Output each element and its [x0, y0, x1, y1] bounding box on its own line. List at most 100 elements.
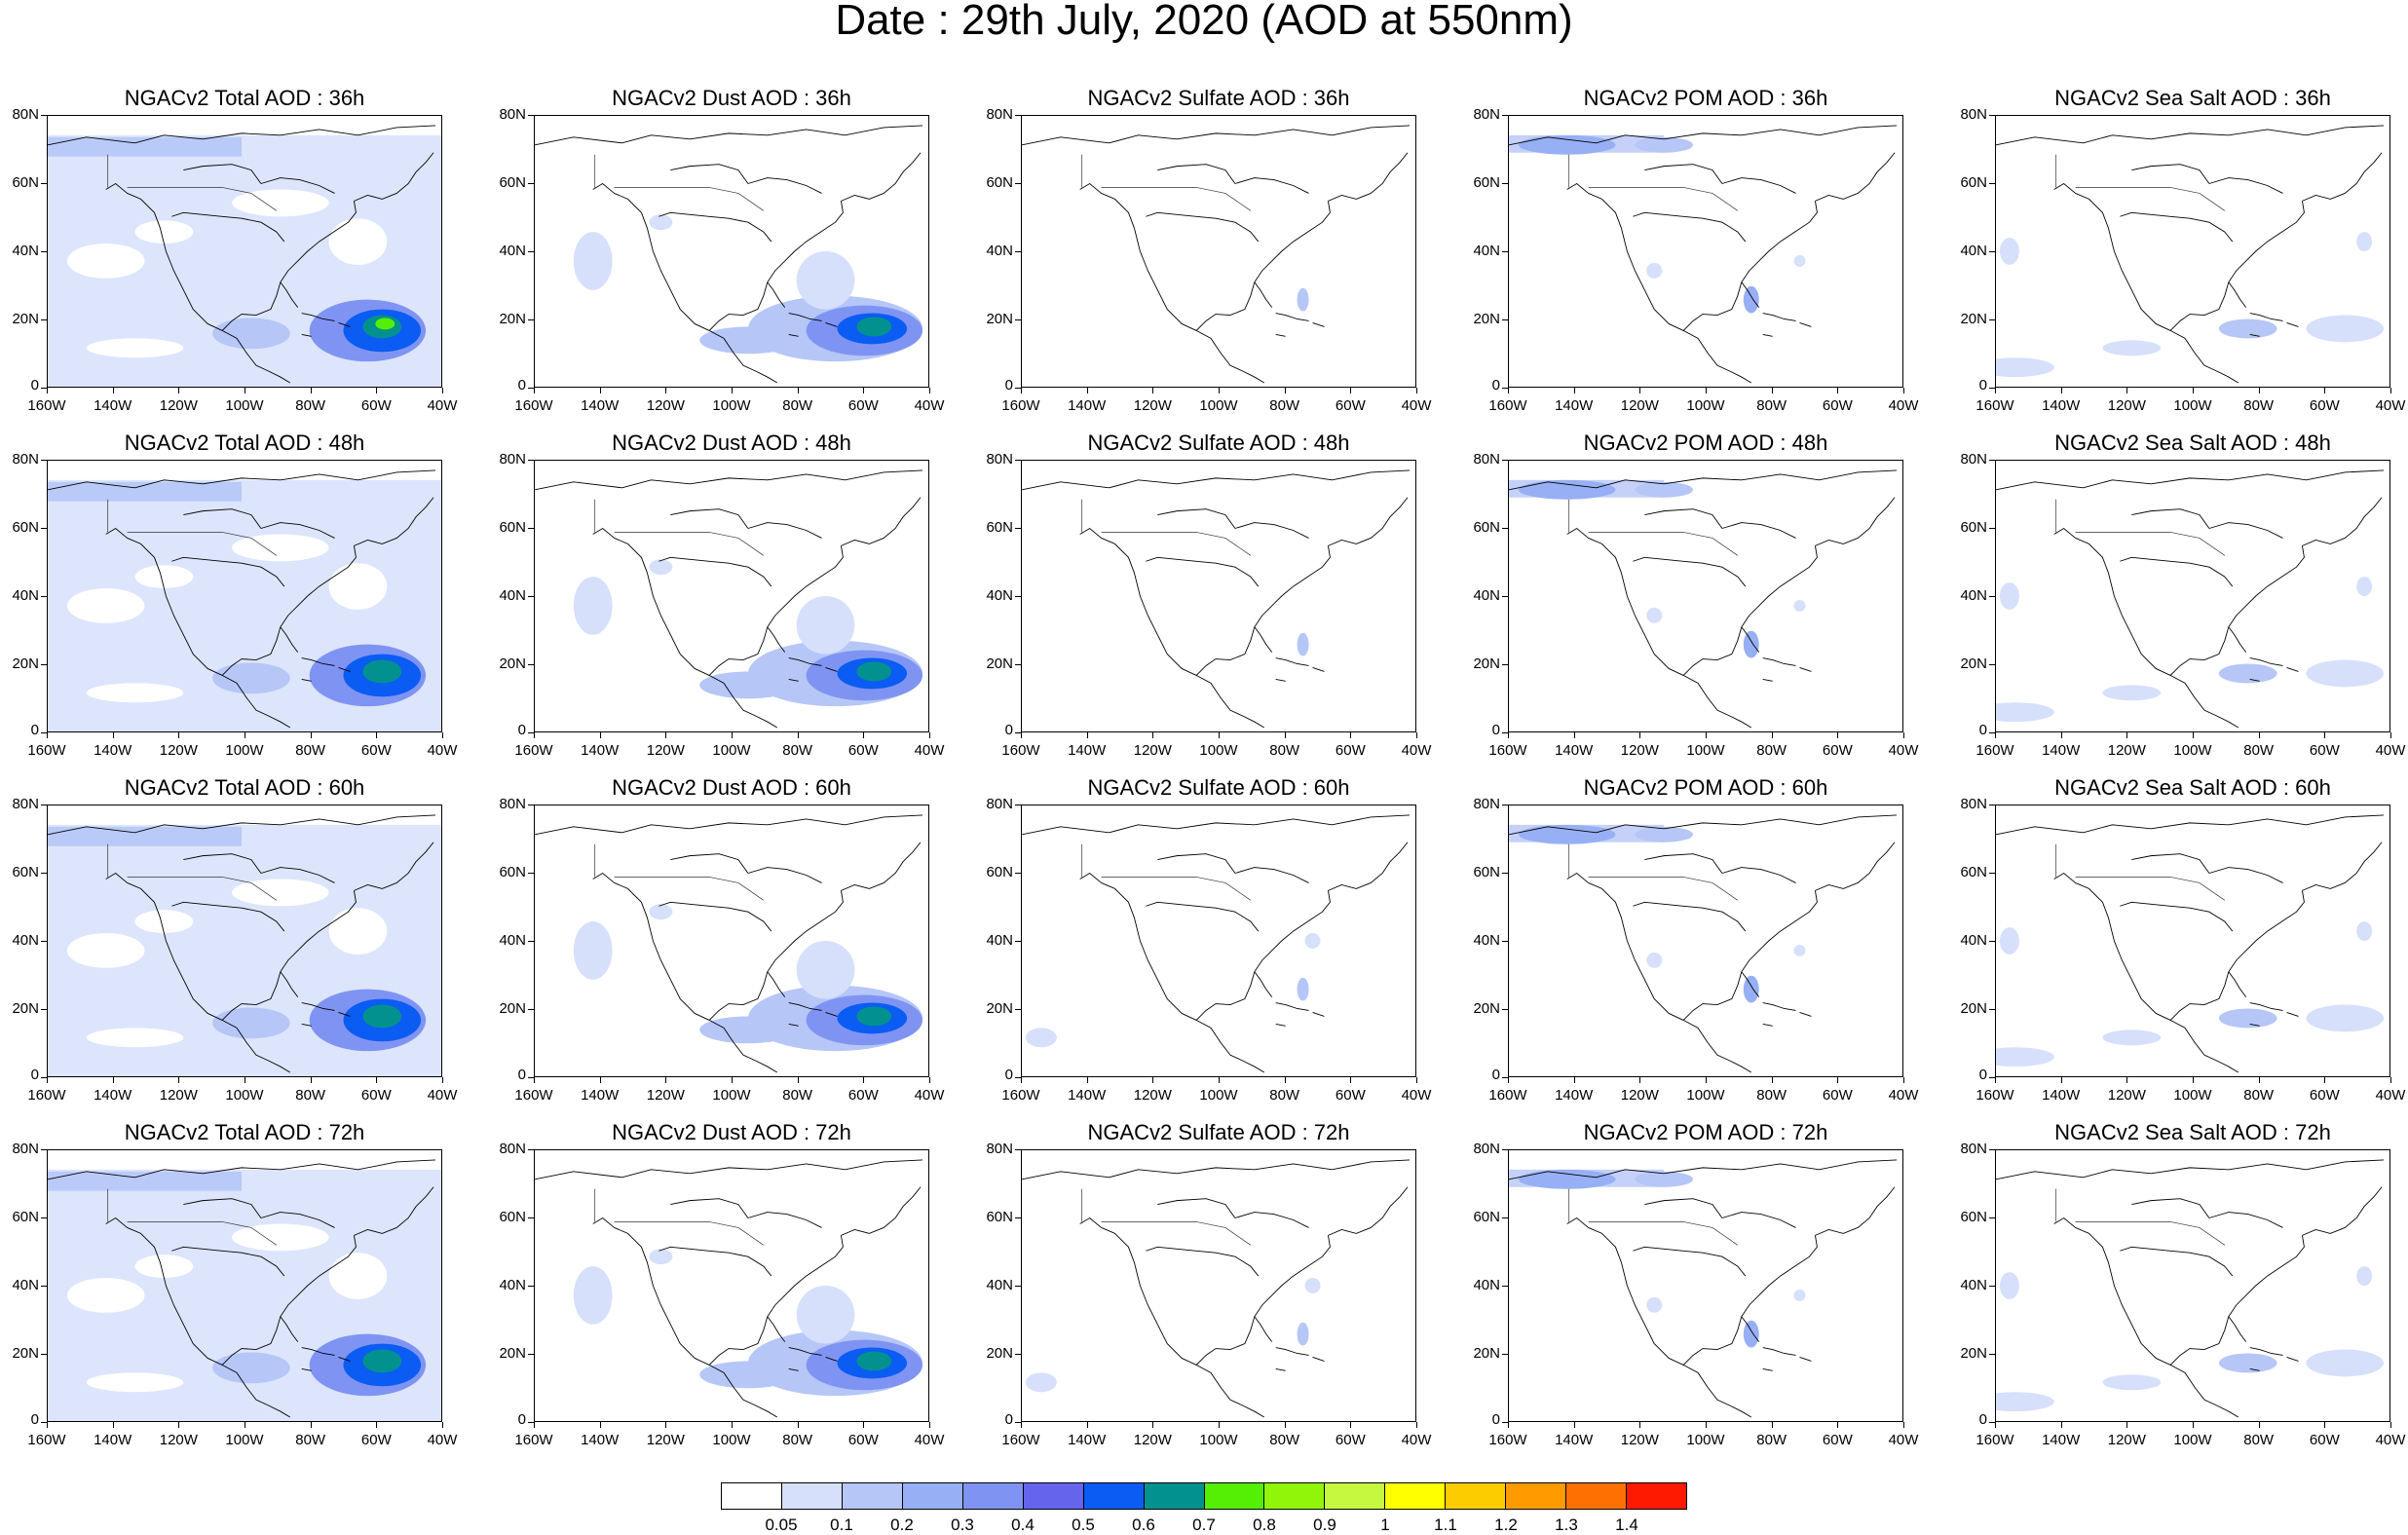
lon-tick [797, 1422, 799, 1428]
coastline [1996, 1159, 2385, 1418]
lat-tick [528, 528, 534, 529]
lat-tick-label: 20N [499, 655, 526, 672]
lon-tick-label: 40W [427, 1432, 458, 1448]
lat-tick-label: 80N [986, 106, 1013, 123]
lon-tick-label: 100W [2173, 1432, 2212, 1448]
colorbar-label: 0.3 [951, 1516, 974, 1534]
lon-tick-label: 100W [225, 1087, 264, 1104]
colorbar-label: 0.5 [1072, 1516, 1095, 1534]
lat-tick-label: 60N [12, 864, 39, 880]
lon-tick-label: 160W [1488, 742, 1527, 759]
map-svg [1509, 125, 1898, 384]
lon-tick [2324, 1422, 2326, 1428]
lon-tick-label: 40W [914, 1432, 945, 1448]
lon-tick-label: 80W [1269, 742, 1300, 759]
lon-tick [1152, 1422, 1154, 1428]
lon-tick-label: 160W [1975, 397, 2014, 414]
lon-tick [1021, 388, 1022, 393]
lat-tick [1989, 319, 1995, 320]
lat-tick [1015, 460, 1021, 461]
colorbar-label: 1.2 [1494, 1516, 1518, 1534]
lon-tick [2193, 388, 2194, 393]
lat-tick [1015, 528, 1021, 529]
coastline [48, 814, 436, 1073]
lat-tick-label: 40N [1960, 587, 1987, 604]
lon-tick [1152, 732, 1154, 738]
lat-tick-label: 80N [1473, 106, 1500, 123]
lat-tick-label: 40N [1473, 243, 1500, 259]
lon-tick-label: 100W [225, 742, 264, 759]
lon-tick-label: 160W [27, 742, 66, 759]
coastline [535, 469, 923, 729]
lon-tick-label: 120W [646, 397, 685, 414]
aod-field [1025, 933, 1321, 1048]
lat-tick-label: 80N [986, 451, 1013, 468]
lat-tick [1015, 1354, 1021, 1355]
lon-tick [178, 732, 180, 738]
lat-tick [1989, 1217, 1995, 1218]
lon-tick [1284, 1077, 1286, 1083]
lat-tick-label: 80N [1473, 796, 1500, 812]
lon-tick-label: 40W [1888, 1087, 1919, 1104]
lat-tick [1502, 1354, 1508, 1355]
lat-tick [41, 1149, 47, 1150]
lon-tick [442, 1077, 443, 1083]
lat-tick [528, 1077, 534, 1078]
lon-tick [2126, 1422, 2128, 1428]
lat-tick [1989, 596, 1995, 597]
lon-tick [863, 732, 865, 738]
country-border [1568, 843, 1739, 901]
lat-tick [1015, 1217, 1021, 1218]
lat-tick-label: 80N [1960, 106, 1987, 123]
lat-tick-label: 0 [1491, 1411, 1500, 1428]
lon-tick-label: 160W [1488, 397, 1527, 414]
lon-tick [1903, 1077, 1904, 1083]
lat-tick [1989, 183, 1995, 184]
lon-tick [929, 1422, 930, 1428]
lat-tick [528, 1422, 534, 1423]
map-panel [47, 1149, 442, 1422]
lon-tick-label: 140W [2042, 397, 2081, 414]
lat-tick [41, 1077, 47, 1078]
lon-tick-label: 100W [1686, 1087, 1725, 1104]
lon-tick-label: 140W [581, 1087, 620, 1104]
country-border [594, 1188, 765, 1246]
lon-tick-label: 40W [1401, 397, 1432, 414]
lon-tick-label: 80W [2243, 397, 2275, 414]
lon-tick [2324, 1077, 2326, 1083]
colorbar-cell [1446, 1483, 1507, 1509]
colorbar-cell [842, 1483, 903, 1509]
lon-tick [1086, 1077, 1088, 1083]
lon-tick [1219, 1422, 1220, 1428]
lat-tick [1502, 1149, 1508, 1150]
panel-title: NGACv2 Total AOD : 72h [124, 1120, 365, 1144]
lon-tick [1706, 1077, 1707, 1083]
panel-title: NGACv2 POM AOD : 36h [1583, 86, 1828, 110]
lat-tick [1015, 1149, 1021, 1150]
figure-title: Date : 29th July, 2020 (AOD at 550nm) [835, 0, 1573, 44]
map-panel [1508, 805, 1903, 1077]
aod-field [1025, 1278, 1321, 1393]
map-panel [534, 460, 929, 732]
lon-tick [2126, 732, 2128, 738]
lon-tick [797, 388, 799, 393]
lat-tick [1015, 732, 1021, 733]
lon-tick-label: 120W [1133, 1087, 1172, 1104]
aod-field [1509, 824, 1806, 1003]
coastline [1996, 469, 2385, 729]
lon-tick [1021, 732, 1022, 738]
country-border [107, 154, 278, 211]
lon-tick-label: 140W [1555, 1432, 1594, 1448]
lon-tick [1837, 388, 1839, 393]
lat-tick-label: 0 [517, 1411, 526, 1428]
lon-tick-label: 80W [1756, 397, 1787, 414]
coastline [1996, 814, 2385, 1073]
lat-tick-label: 80N [1960, 796, 1987, 812]
colorbar-label: 0.1 [830, 1516, 853, 1534]
lon-tick [178, 388, 180, 393]
lat-tick [41, 319, 47, 320]
colorbar-cell [1023, 1483, 1084, 1509]
lon-tick [310, 1077, 312, 1083]
lat-tick-label: 40N [986, 243, 1013, 259]
lat-tick [1015, 941, 1021, 942]
